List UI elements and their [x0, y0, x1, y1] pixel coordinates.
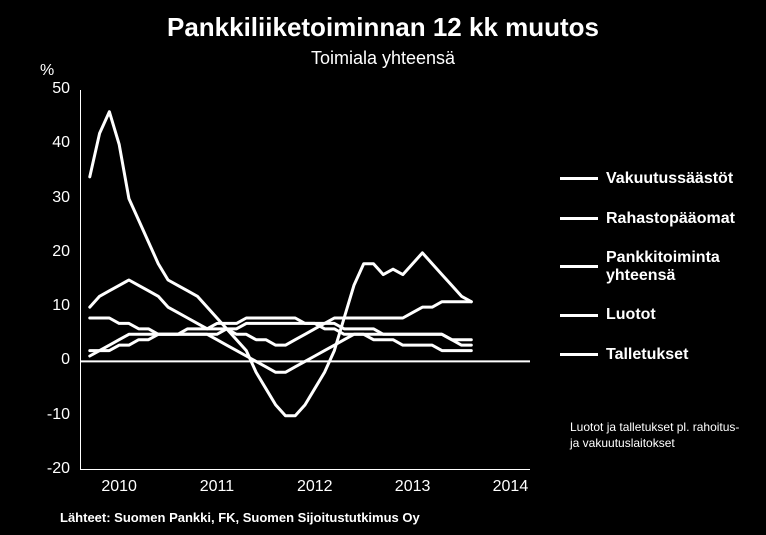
y-tick-label: 0 [30, 351, 70, 369]
legend-label: Luotot [606, 306, 656, 324]
legend-line-icon [560, 353, 598, 356]
plot-area [80, 90, 530, 470]
y-tick-label: 10 [30, 297, 70, 315]
legend-label: Talletukset [606, 346, 688, 364]
footnote: Luotot ja talletukset pl. rahoitus- ja v… [570, 420, 750, 451]
chart-subtitle: Toimiala yhteensä [0, 48, 766, 69]
x-tick-label: 2014 [480, 478, 540, 496]
legend-item: Talletukset [560, 346, 766, 364]
source-text: Lähteet: Suomen Pankki, FK, Suomen Sijoi… [60, 510, 420, 525]
legend-label: Pankkitoiminta yhteensä [606, 249, 766, 284]
y-tick-label: 20 [30, 243, 70, 261]
legend-label: Rahastopääomat [606, 210, 735, 228]
x-tick-label: 2010 [89, 478, 149, 496]
chart-title: Pankkiliiketoiminnan 12 kk muutos [0, 12, 766, 43]
legend-item: Pankkitoiminta yhteensä [560, 249, 766, 284]
legend-label: Vakuutussäästöt [606, 170, 733, 188]
legend-line-icon [560, 177, 598, 180]
x-tick-label: 2013 [383, 478, 443, 496]
legend-line-icon [560, 217, 598, 220]
legend-item: Luotot [560, 306, 766, 324]
x-tick-label: 2012 [285, 478, 345, 496]
legend: Vakuutussäästöt Rahastopääomat Pankkitoimi… [560, 170, 766, 386]
legend-item: Rahastopääomat [560, 210, 766, 228]
x-tick-label: 2011 [187, 478, 247, 496]
chart-container: Pankkiliiketoiminnan 12 kk muutos Toimia… [0, 0, 766, 535]
y-tick-label: 50 [30, 80, 70, 98]
y-tick-label: -20 [30, 460, 70, 478]
y-axis-label: % [40, 62, 54, 80]
y-tick-label: 30 [30, 189, 70, 207]
legend-line-icon [560, 314, 598, 317]
y-tick-label: -10 [30, 406, 70, 424]
y-tick-label: 40 [30, 134, 70, 152]
legend-line-icon [560, 265, 598, 268]
legend-item: Vakuutussäästöt [560, 170, 766, 188]
